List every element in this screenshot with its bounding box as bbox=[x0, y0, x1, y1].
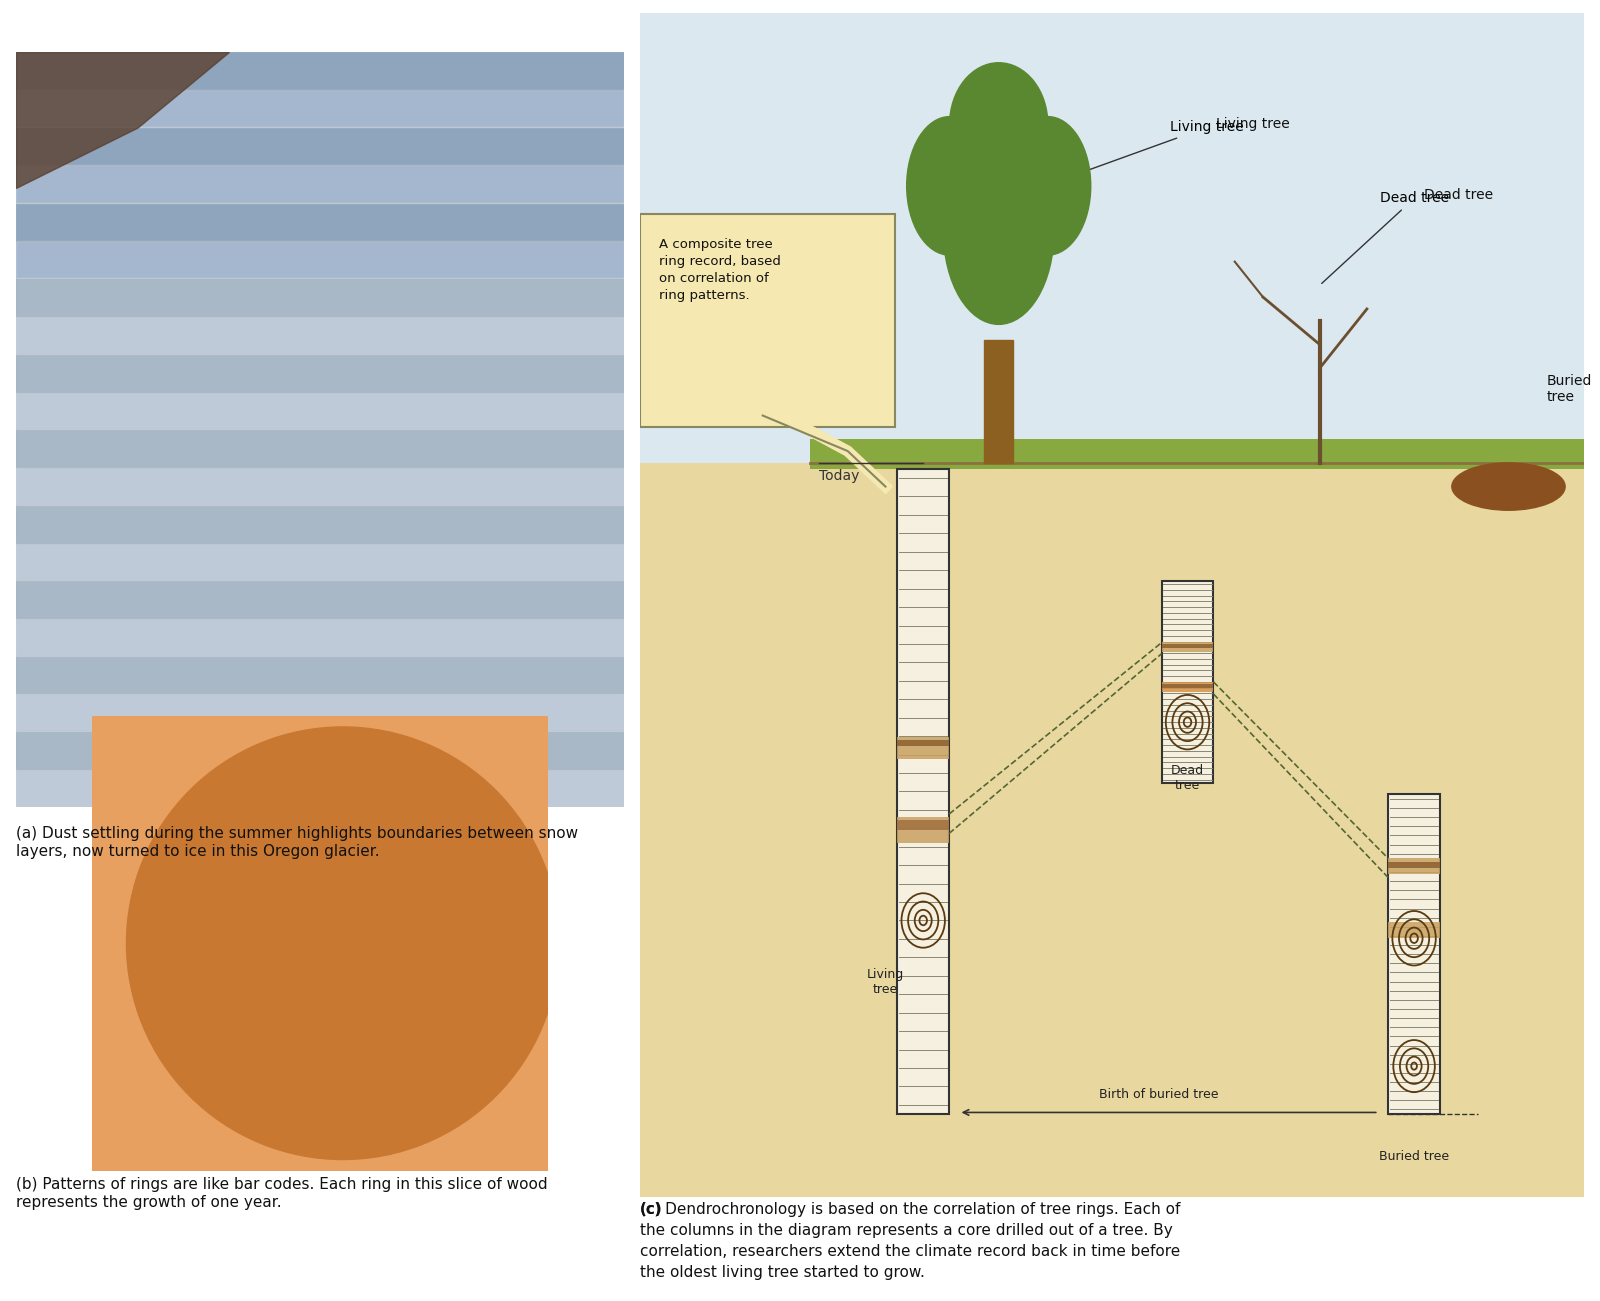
Bar bbox=[640, 13, 1584, 463]
Bar bbox=[16, 731, 624, 769]
Bar bbox=[16, 278, 624, 316]
Bar bbox=[1162, 644, 1213, 648]
Bar bbox=[16, 505, 624, 543]
Bar bbox=[1389, 795, 1440, 1114]
Text: A composite tree
ring record, based
on correlation of
ring patterns.: A composite tree ring record, based on c… bbox=[659, 238, 781, 302]
Circle shape bbox=[270, 870, 416, 1016]
Bar bbox=[898, 736, 949, 760]
Ellipse shape bbox=[944, 139, 1054, 324]
Bar bbox=[16, 429, 624, 467]
Circle shape bbox=[187, 788, 498, 1098]
Bar bbox=[16, 127, 624, 165]
Bar bbox=[1162, 641, 1213, 652]
Text: Today: Today bbox=[819, 468, 859, 483]
Circle shape bbox=[291, 891, 395, 995]
Text: Dead
tree: Dead tree bbox=[1171, 764, 1205, 791]
Bar bbox=[16, 467, 624, 505]
Bar bbox=[16, 52, 624, 90]
Bar bbox=[898, 821, 949, 830]
Bar bbox=[16, 656, 624, 693]
Text: Buried
tree: Buried tree bbox=[1546, 373, 1592, 403]
Text: Living tree: Living tree bbox=[1002, 121, 1243, 202]
Bar bbox=[16, 693, 624, 731]
Ellipse shape bbox=[907, 117, 992, 255]
Circle shape bbox=[126, 727, 558, 1159]
Bar bbox=[984, 340, 1013, 463]
Circle shape bbox=[310, 911, 374, 976]
Text: (b) Patterns of rings are like bar codes. Each ring in this slice of wood
repres: (b) Patterns of rings are like bar codes… bbox=[16, 1177, 547, 1210]
Bar bbox=[1389, 861, 1440, 868]
Bar bbox=[1389, 922, 1440, 938]
Bar bbox=[640, 463, 1584, 1197]
Bar bbox=[16, 52, 624, 278]
Text: (c): (c) bbox=[640, 1202, 662, 1218]
Bar bbox=[16, 90, 624, 127]
Bar bbox=[16, 543, 624, 580]
Bar bbox=[16, 618, 624, 656]
Text: (c) Dendrochronology is based on the correlation of tree rings. Each of
the colu: (c) Dendrochronology is based on the cor… bbox=[640, 1202, 1181, 1280]
Bar bbox=[1162, 682, 1213, 692]
Bar bbox=[1162, 582, 1213, 783]
Text: (a) Dust settling during the summer highlights boundaries between snow
layers, n: (a) Dust settling during the summer high… bbox=[16, 826, 578, 859]
Text: Living tree: Living tree bbox=[1216, 117, 1290, 131]
Bar bbox=[898, 817, 949, 843]
Bar bbox=[16, 392, 624, 429]
Bar bbox=[16, 203, 624, 241]
Bar bbox=[898, 740, 949, 747]
Circle shape bbox=[208, 809, 477, 1077]
Circle shape bbox=[168, 768, 518, 1119]
Text: Living
tree: Living tree bbox=[867, 968, 904, 995]
Text: Dead tree: Dead tree bbox=[1424, 189, 1493, 203]
Ellipse shape bbox=[1005, 117, 1091, 255]
Bar bbox=[810, 440, 1584, 468]
Bar bbox=[16, 580, 624, 618]
Bar bbox=[1389, 859, 1440, 874]
Text: Buried tree: Buried tree bbox=[1379, 1150, 1450, 1163]
Ellipse shape bbox=[1451, 463, 1565, 510]
Bar bbox=[1162, 684, 1213, 688]
Circle shape bbox=[147, 747, 539, 1140]
Bar bbox=[16, 769, 624, 807]
Bar bbox=[16, 165, 624, 203]
Ellipse shape bbox=[950, 62, 1048, 186]
Text: Dead tree: Dead tree bbox=[1322, 191, 1448, 284]
Bar bbox=[898, 468, 949, 1114]
Text: Birth of buried tree: Birth of buried tree bbox=[1099, 1088, 1219, 1101]
FancyBboxPatch shape bbox=[640, 215, 894, 427]
Circle shape bbox=[250, 850, 437, 1037]
Bar bbox=[16, 241, 624, 278]
Bar bbox=[16, 354, 624, 392]
Circle shape bbox=[229, 830, 456, 1056]
Bar bbox=[16, 316, 624, 354]
